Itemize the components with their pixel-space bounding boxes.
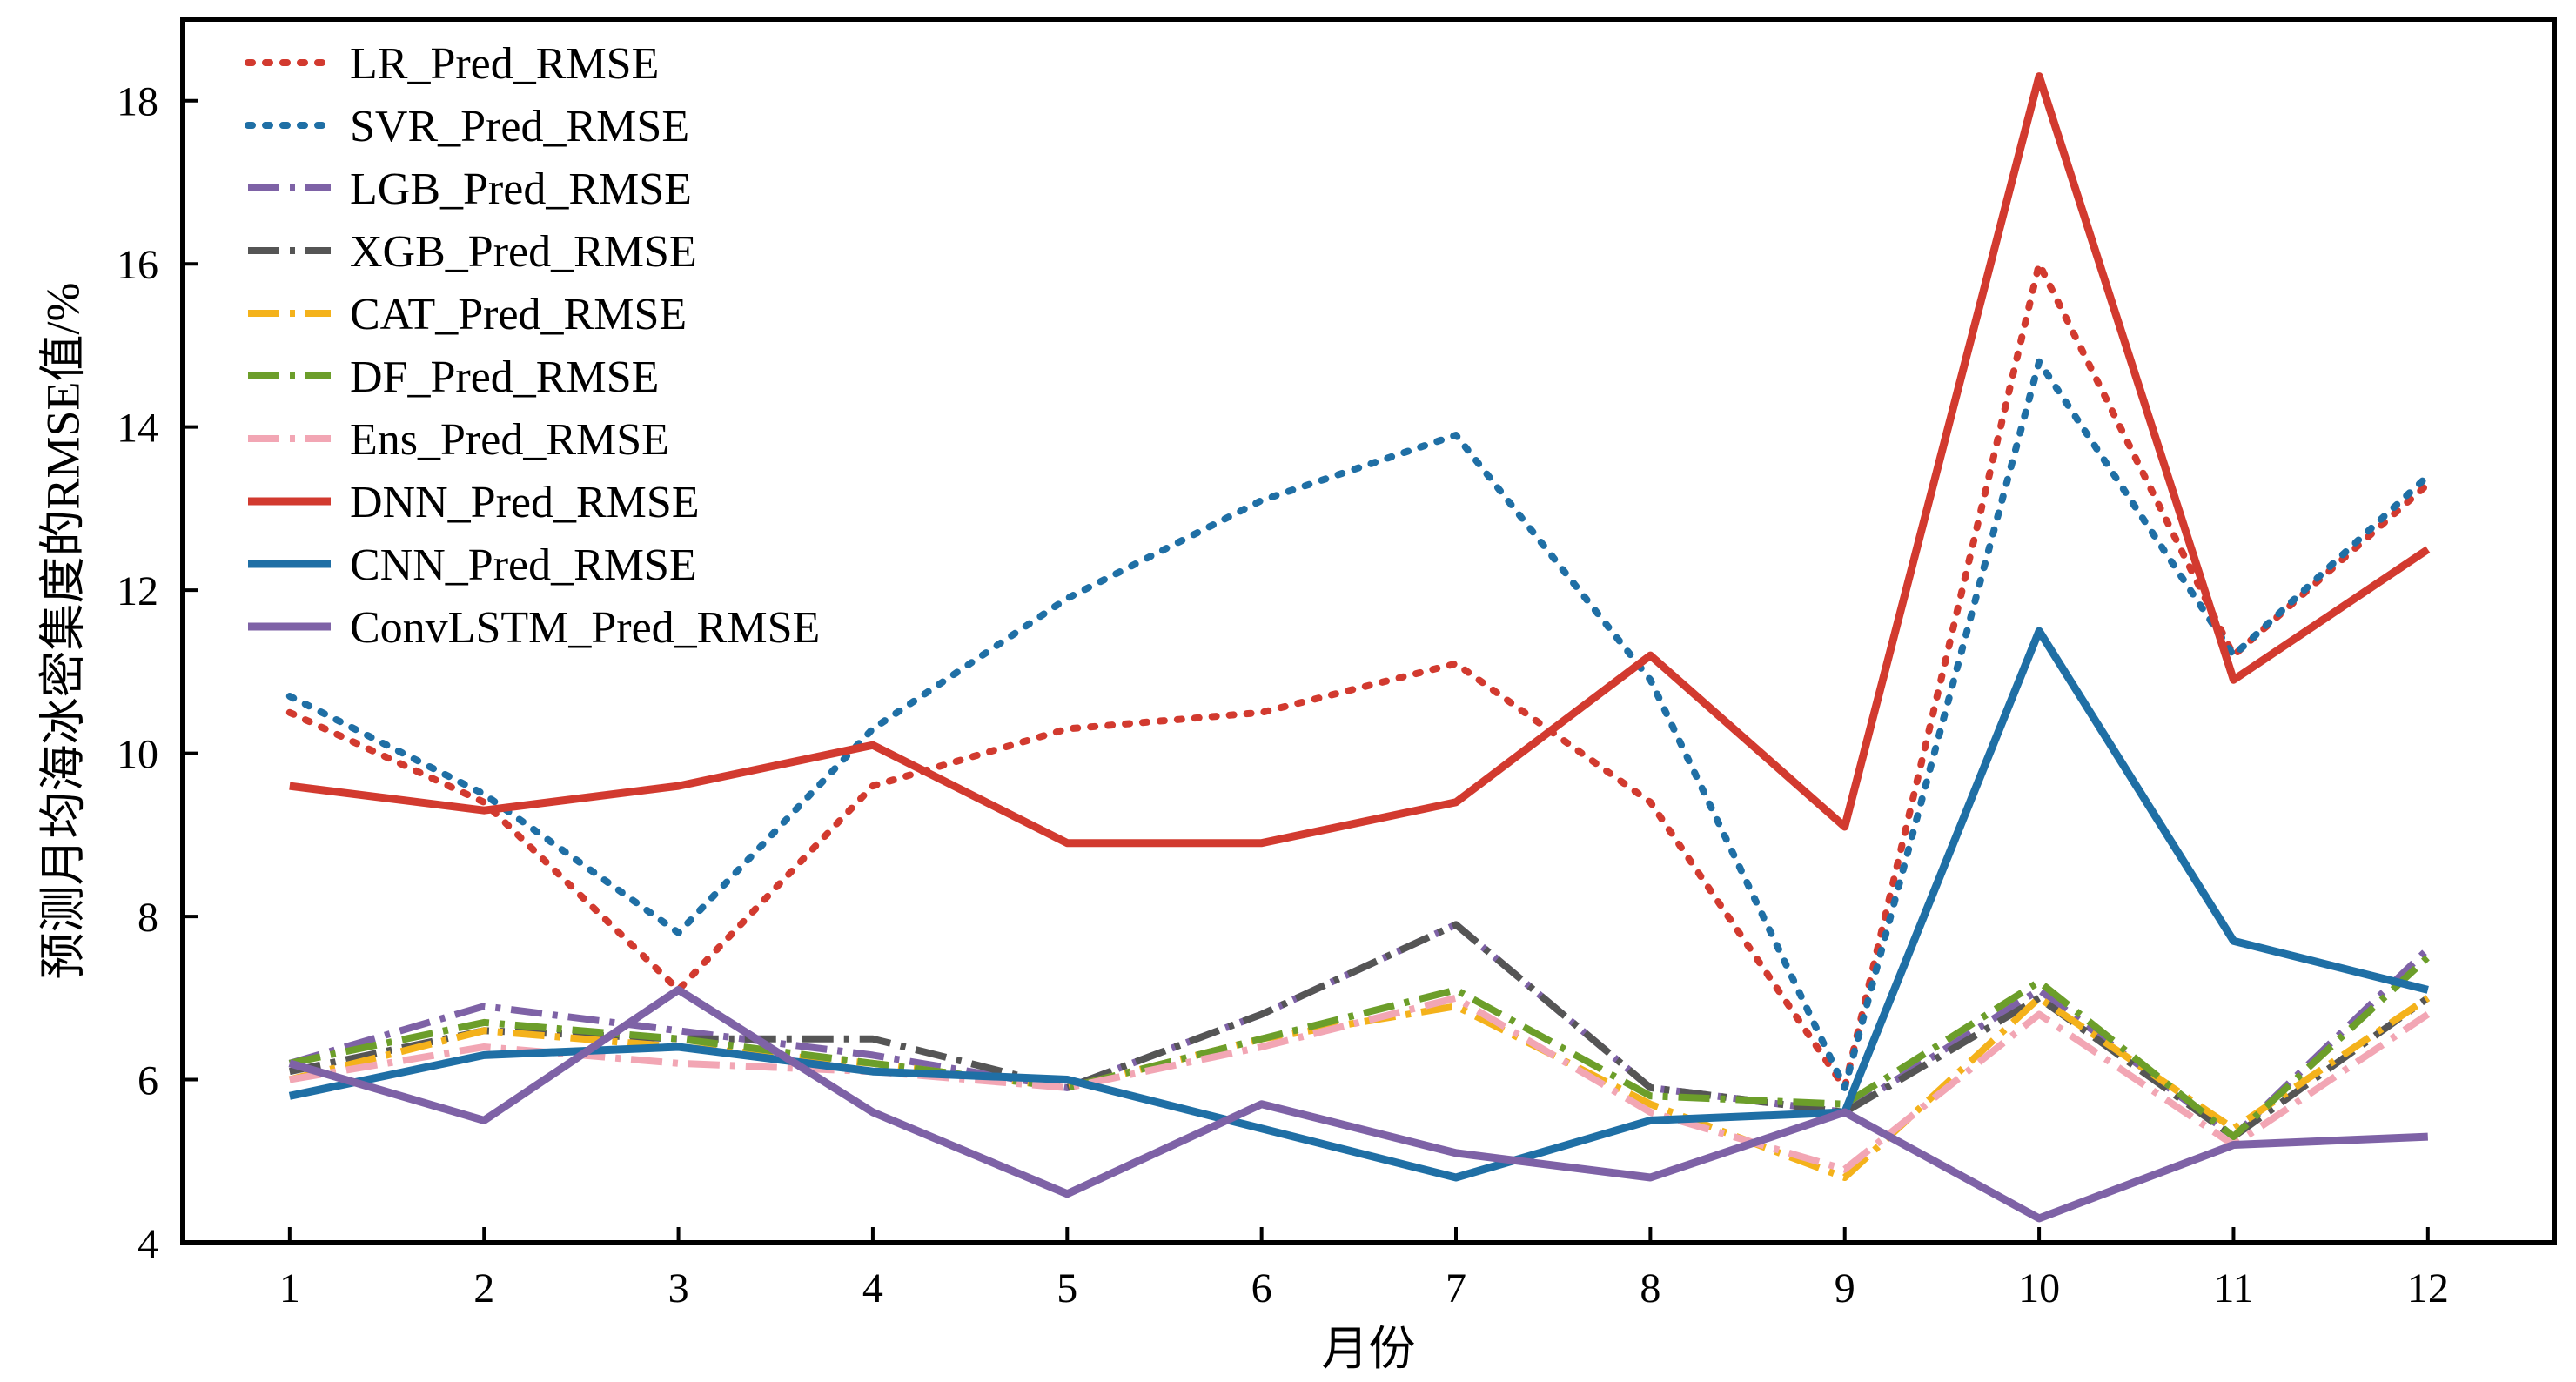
legend-label: DF_Pred_RMSE: [350, 352, 659, 402]
y-tick-label: 16: [117, 242, 158, 288]
legend-item-convlstm-pred-rmse: ConvLSTM_Pred_RMSE: [248, 603, 820, 653]
series-line-xgb-pred-rmse: [288, 921, 2431, 1141]
y-tick-label: 12: [117, 568, 158, 614]
x-tick-label: 3: [668, 1265, 689, 1312]
series-line-svr-pred-rmse: [285, 358, 2432, 1091]
x-tick-label: 4: [862, 1265, 883, 1312]
legend-item-xgb-pred-rmse: XGB_Pred_RMSE: [248, 227, 697, 277]
legend: LR_Pred_RMSE SVR_Pred_RMSE LGB_Pred_RMSE XG…: [245, 39, 820, 653]
legend-item-svr-pred-rmse: SVR_Pred_RMSE: [245, 102, 689, 151]
legend-label: DNN_Pred_RMSE: [350, 478, 700, 527]
legend-item-lgb-pred-rmse: LGB_Pred_RMSE: [248, 164, 692, 214]
x-tick-label: 1: [279, 1265, 300, 1312]
x-tick-label: 8: [1640, 1265, 1660, 1312]
series-line-cat-pred-rmse: [288, 994, 2431, 1181]
series-line-cnn-pred-rmse: [288, 627, 2429, 1182]
x-tick-label: 10: [2018, 1265, 2060, 1312]
series-line-ens-pred-rmse: [289, 994, 2431, 1173]
legend-item-dnn-pred-rmse: DNN_Pred_RMSE: [248, 478, 700, 527]
series-line-lgb-pred-rmse: [288, 921, 2431, 1141]
legend-label: CNN_Pred_RMSE: [350, 540, 697, 590]
y-tick-label: 18: [117, 79, 158, 125]
legend-label: LR_Pred_RMSE: [350, 39, 659, 89]
series-line-convlstm-pred-rmse: [288, 985, 2428, 1223]
series-layer: [285, 72, 2432, 1223]
x-tick-label: 7: [1446, 1265, 1466, 1312]
legend-label: ConvLSTM_Pred_RMSE: [350, 603, 820, 653]
legend-label: SVR_Pred_RMSE: [350, 102, 689, 151]
x-tick-label: 12: [2407, 1265, 2449, 1312]
y-tick-label: 8: [138, 895, 158, 941]
legend-label: XGB_Pred_RMSE: [350, 227, 697, 277]
y-axis-label: 预测月均海冰密集度的RMSE值/%: [37, 282, 89, 979]
legend-item-cnn-pred-rmse: CNN_Pred_RMSE: [248, 540, 697, 590]
series-line-df-pred-rmse: [288, 954, 2431, 1141]
x-tick-label: 5: [1057, 1265, 1077, 1312]
x-tick-label: 2: [473, 1265, 494, 1312]
legend-label: LGB_Pred_RMSE: [350, 164, 692, 214]
y-tick-label: 4: [138, 1221, 158, 1267]
y-tick-label: 6: [138, 1058, 158, 1104]
series-line-lr-pred-rmse: [285, 260, 2432, 1091]
y-tick-label: 10: [117, 732, 158, 778]
legend-item-ens-pred-rmse: Ens_Pred_RMSE: [248, 415, 669, 465]
legend-label: Ens_Pred_RMSE: [350, 415, 669, 465]
y-tick-label: 14: [117, 406, 158, 452]
legend-item-cat-pred-rmse: CAT_Pred_RMSE: [248, 290, 687, 339]
x-tick-label: 9: [1835, 1265, 1855, 1312]
legend-item-lr-pred-rmse: LR_Pred_RMSE: [245, 39, 659, 89]
series-line-dnn-pred-rmse: [289, 72, 2431, 848]
x-axis-label: 月份: [1322, 1323, 1416, 1375]
x-tick-label: 6: [1251, 1265, 1272, 1312]
x-tick-label: 11: [2213, 1265, 2253, 1312]
y-axis-ticks: 4 6 8 10 12 14 16 18: [117, 79, 198, 1267]
plot-frame: [180, 17, 2557, 1245]
x-axis-ticks: 1 2 3 4 5 6 7 8 9 10 11 12: [279, 1227, 2449, 1312]
legend-label: CAT_Pred_RMSE: [350, 290, 687, 339]
legend-item-df-pred-rmse: DF_Pred_RMSE: [248, 352, 659, 402]
